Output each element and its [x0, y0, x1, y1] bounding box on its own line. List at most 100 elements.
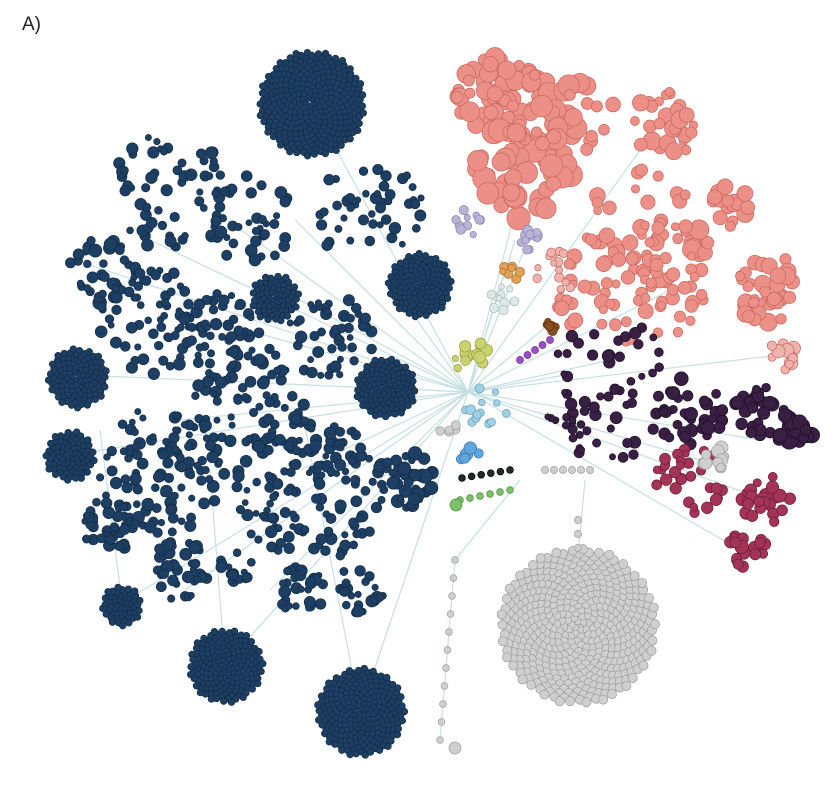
graph-node: [496, 488, 504, 496]
graph-node: [445, 284, 453, 292]
graph-node: [94, 352, 103, 361]
graph-node: [92, 497, 101, 507]
graph-node: [397, 409, 405, 417]
graph-node: [620, 270, 636, 285]
graph-node: [504, 168, 523, 187]
graph-node: [164, 333, 174, 343]
graph-node: [271, 350, 281, 360]
graph-node: [248, 685, 256, 693]
graph-node: [338, 746, 346, 754]
graph-node: [144, 521, 157, 534]
graph-node: [633, 137, 648, 152]
graph-node: [598, 227, 616, 244]
graph-node: [259, 660, 267, 668]
graph-node: [735, 271, 746, 282]
graph-node: [620, 331, 631, 342]
graph-node: [674, 371, 689, 386]
graph-node: [573, 337, 584, 349]
graph-node: [209, 390, 217, 398]
graph-node: [538, 341, 547, 349]
graph-node: [401, 363, 410, 371]
graph-node: [315, 503, 325, 512]
graph-node: [478, 398, 486, 407]
graph-node: [676, 474, 687, 485]
graph-node: [637, 303, 654, 320]
graph-node: [309, 439, 322, 452]
graph-node: [134, 408, 142, 416]
graph-node: [530, 126, 543, 138]
graph-node: [164, 235, 177, 248]
graph-node: [124, 585, 132, 593]
graph-node: [521, 236, 530, 245]
graph-node: [602, 200, 617, 215]
graph-node: [689, 271, 700, 282]
graph-node: [104, 588, 112, 596]
graph-node: [76, 279, 85, 288]
graph-node: [119, 255, 130, 265]
graph-node: [156, 322, 167, 332]
graph-node: [359, 401, 367, 409]
graph-node: [486, 490, 494, 498]
graph-node: [678, 107, 695, 123]
graph-node: [603, 391, 614, 402]
graph-node: [146, 217, 158, 229]
graph-edge: [467, 354, 781, 393]
graph-node: [458, 474, 466, 482]
graph-node: [410, 387, 419, 395]
graph-node: [562, 348, 572, 359]
graph-node: [669, 482, 682, 495]
graph-node: [293, 148, 301, 157]
graph-node: [459, 101, 480, 122]
graph-node: [168, 432, 180, 444]
graph-node: [647, 423, 659, 435]
graph-node: [684, 299, 699, 313]
graph-node: [198, 497, 210, 510]
graph-node: [307, 301, 315, 308]
graph-node: [400, 707, 409, 716]
graph-node: [436, 736, 444, 744]
graph-node: [354, 126, 362, 135]
graph-node: [621, 681, 632, 692]
graph-node: [398, 240, 406, 248]
graph-node: [424, 480, 439, 495]
graph-node: [161, 298, 170, 307]
graph-node: [228, 238, 239, 249]
graph-node: [586, 466, 594, 474]
graph-node: [724, 220, 736, 232]
graph-node: [676, 460, 685, 470]
graph-node: [682, 449, 690, 458]
graph-node: [672, 419, 683, 430]
graph-node: [609, 453, 616, 461]
graph-node: [186, 670, 195, 679]
graph-node: [759, 285, 771, 298]
graph-node: [273, 366, 281, 375]
graph-node: [544, 321, 555, 332]
graph-node: [483, 105, 499, 120]
graph-node: [440, 682, 449, 690]
graph-node: [629, 570, 640, 581]
graph-node: [532, 273, 542, 283]
graph-node: [256, 111, 265, 120]
graph-node: [332, 674, 341, 682]
graph-node: [258, 512, 267, 520]
graph-node: [375, 202, 386, 214]
graph-edge: [467, 391, 766, 501]
graph-node: [192, 357, 204, 368]
graph-node: [311, 493, 322, 504]
graph-node: [371, 356, 379, 365]
graph-node: [103, 453, 111, 461]
graph-node: [347, 342, 357, 353]
graph-node: [682, 390, 694, 402]
graph-node: [368, 477, 377, 486]
graph-node: [252, 440, 265, 453]
graph-node: [291, 445, 302, 456]
graph-node: [369, 667, 377, 676]
graph-node: [86, 271, 99, 284]
graph-node: [638, 660, 649, 671]
graph-node: [290, 413, 302, 426]
graph-node: [740, 200, 756, 215]
graph-node: [110, 336, 122, 349]
graph-node: [451, 556, 459, 564]
graph-node: [487, 417, 496, 427]
graph-node: [264, 72, 273, 81]
